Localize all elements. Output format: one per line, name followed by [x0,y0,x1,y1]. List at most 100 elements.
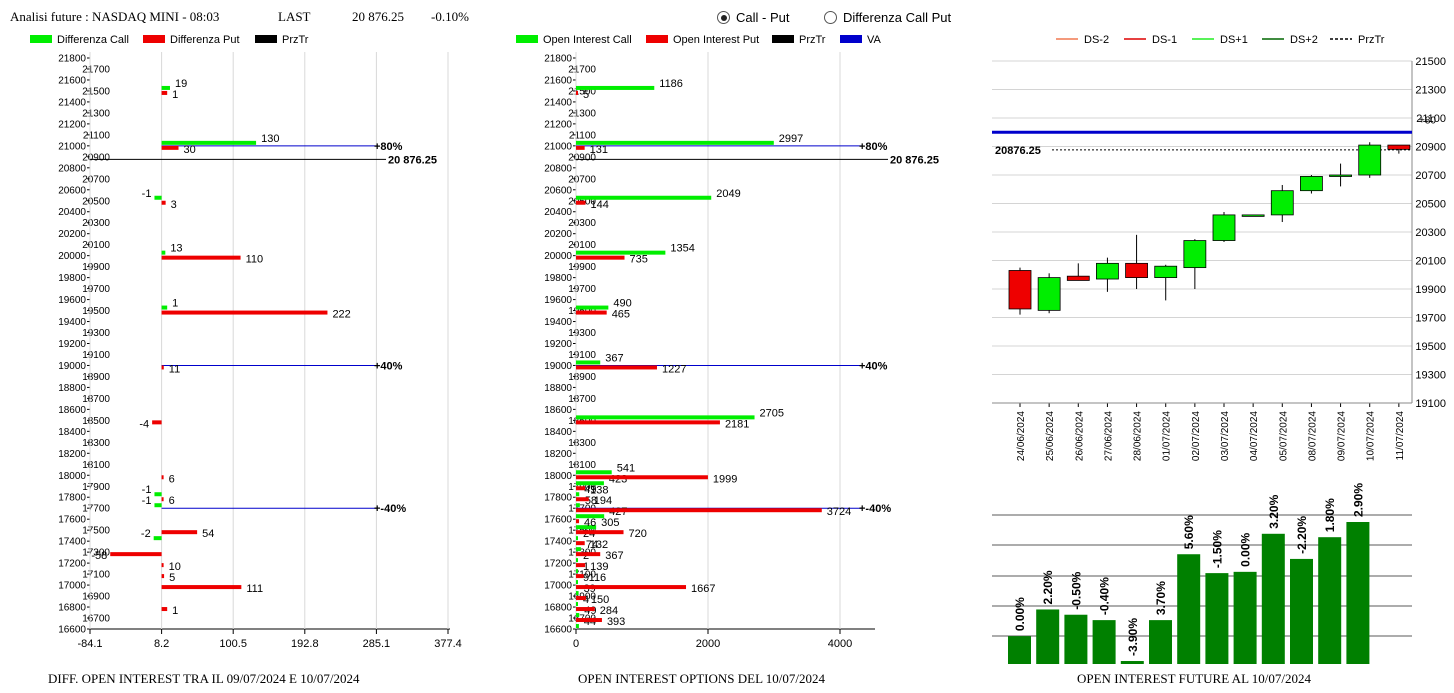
y-tick-label: 19100 [568,350,596,361]
y-tick-label: 18400 [58,427,86,438]
call-bar [576,470,612,475]
put-data-label: 194 [594,495,612,507]
call-data-label: -1 [142,495,152,507]
put-data-label: 720 [629,528,647,540]
put-bar [161,563,164,568]
y-tick-label: 20200 [544,229,572,240]
put-data-label: 11 [169,363,180,375]
radio-call-put-dot[interactable] [717,11,730,24]
put-data-label: 138 [590,484,608,496]
y-tick-label: 17600 [544,515,572,526]
y-tick-label: 18600 [544,405,572,416]
put-bar [161,475,164,480]
y-tick-label: 19400 [58,317,86,328]
put-bar [576,200,586,205]
y-tick-label: 20100 [82,240,110,251]
candle-body [1096,262,1119,280]
oi-bar-label: 3.70% [1154,581,1168,615]
candle-y-tick-label: 20900 [1415,142,1446,154]
candle-date-label: 05/07/2024 [1278,411,1289,461]
last-label: LAST [278,9,311,24]
call-bar [154,492,162,497]
legend-swatch-0 [30,35,52,43]
candle-date-label: 02/07/2024 [1191,411,1202,461]
y-tick-label: 21000 [58,141,86,152]
put-data-label: 110 [246,254,264,266]
call-data-label: 1186 [659,78,683,90]
candle-y-tick-label: 20100 [1415,256,1446,268]
candle-y-tick-label: 20700 [1415,170,1446,182]
radio-diff-call-put-dot[interactable] [824,11,837,24]
put-data-label: 393 [607,616,625,628]
candle-y-tick-label: 21100 [1416,113,1446,125]
put-bar [161,497,164,502]
oi-bar [1149,620,1172,664]
legend-swatch-3 [840,35,862,43]
candle-y-tick-label: 20500 [1415,199,1446,211]
put-bar [576,607,595,612]
oi-bar [1008,636,1031,664]
y-tick-label: 18900 [568,372,596,383]
put-data-label: 6 [169,495,175,507]
caption-right: OPEN INTEREST FUTURE AL 10/07/2024 [1077,671,1312,686]
candle-y-tick-label: 20300 [1415,227,1446,239]
put-data-label: 5 [169,572,175,584]
y-tick-label: 18800 [544,383,572,394]
y-tick-label: 19300 [82,328,110,339]
legend-label-0: Open Interest Call [543,34,632,46]
call-bar [576,536,578,541]
y-tick-label: 21500 [82,86,110,97]
put-data-label: -4 [139,418,149,430]
oi-bar [1261,533,1285,664]
put-bar [161,607,168,612]
legend-label-4: PrzTr [1358,34,1385,46]
y-tick-label: 19000 [58,361,86,372]
put-bar [161,90,168,95]
y-tick-label: 21800 [58,54,86,65]
candle-y-tick-label: 19700 [1415,313,1446,325]
put-bar [576,475,708,480]
put-bar [152,420,162,425]
legend-label-3: VA [867,34,882,46]
put-data-label: 1999 [713,473,737,485]
put-bar [576,145,585,150]
y-tick-label: 16800 [544,603,572,614]
put-data-label: 5 [583,89,589,101]
candle-y-tick-label: 21500 [1415,56,1446,68]
y-tick-label: 18600 [58,405,86,416]
put-bar [576,552,601,557]
price-label: 20 876.25 [388,154,437,166]
call-data-label: 49 [584,484,596,496]
candle-body [1154,265,1178,279]
oi-bar-label: 2.20% [1041,570,1055,604]
y-tick-label: 21100 [83,130,111,141]
legend-label-2: DS+1 [1220,34,1248,46]
radio-call-put[interactable]: Call - Put [717,10,789,25]
candle-date-label: 03/07/2024 [1220,411,1231,461]
call-data-label: 4 [583,594,589,606]
radio-diff-call-put[interactable]: Differenza Call Put [824,10,951,25]
y-tick-label: 18900 [82,372,110,383]
candle-date-label: 27/06/2024 [1103,411,1114,461]
change-value: -0.10% [431,9,469,24]
call-bar [576,558,578,563]
candle-body [1241,214,1265,217]
y-tick-label: 19800 [58,273,86,284]
y-tick-label: 20900 [82,152,110,163]
candle-body [1270,190,1294,216]
price-label: 20 876.25 [890,154,939,166]
y-tick-label: 17200 [544,559,572,570]
legend-label-1: Open Interest Put [673,34,759,46]
call-data-label: 130 [261,133,279,145]
y-tick-label: 20200 [58,229,86,240]
call-bar [154,503,162,508]
call-bar [576,624,579,628]
put-data-label: 111 [246,583,263,595]
y-tick-label: 18800 [58,383,86,394]
y-tick-label: 18700 [82,394,110,405]
oi-bar-label: -3.90% [1126,618,1140,656]
call-data-label: 1 [172,298,178,310]
put-bar [576,541,585,546]
y-tick-label: 19000 [544,361,572,372]
